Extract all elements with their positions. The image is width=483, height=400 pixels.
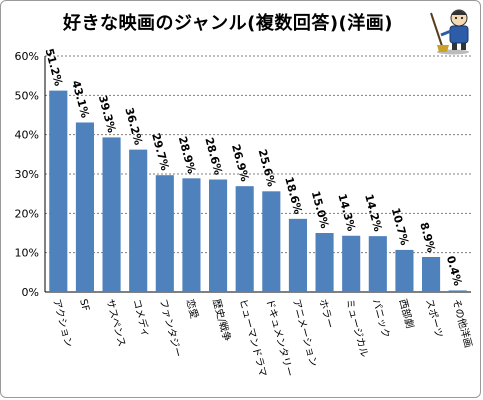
bar bbox=[342, 235, 361, 292]
category-label: ドキュメンタリー bbox=[263, 298, 295, 378]
data-label: 8.9% bbox=[417, 221, 437, 254]
bar bbox=[315, 233, 334, 292]
bar bbox=[155, 175, 174, 292]
category-label: ヒューマンドラマ bbox=[237, 298, 269, 378]
data-label: 18.6% bbox=[282, 175, 304, 215]
bar bbox=[262, 191, 281, 292]
y-tick-label: 10% bbox=[15, 247, 39, 260]
category-label: 西部劇 bbox=[397, 297, 417, 329]
y-tick-label: 20% bbox=[15, 207, 39, 220]
data-label: 29.7% bbox=[149, 132, 171, 172]
category-label: サスペンス bbox=[104, 298, 128, 348]
sweeper-mascot-icon bbox=[430, 9, 469, 55]
data-label: 26.9% bbox=[229, 143, 251, 183]
data-label: 14.3% bbox=[335, 192, 357, 232]
chart-title: 好きな映画のジャンル(複数回答)(洋画) bbox=[63, 13, 394, 34]
y-tick-label: 40% bbox=[15, 129, 39, 142]
bar bbox=[102, 137, 121, 292]
bar bbox=[422, 256, 441, 292]
category-label: その他洋画 bbox=[450, 297, 475, 349]
y-tick-label: 0% bbox=[22, 286, 39, 299]
category-label: コメディ bbox=[130, 297, 153, 338]
bar bbox=[288, 218, 307, 292]
bar bbox=[75, 122, 94, 293]
data-label: 28.9% bbox=[176, 135, 198, 175]
y-tick-label: 30% bbox=[15, 168, 39, 181]
data-label: 15.0% bbox=[309, 190, 331, 230]
bar bbox=[209, 179, 228, 292]
data-label: 14.2% bbox=[362, 193, 384, 233]
data-label: 28.6% bbox=[202, 136, 224, 176]
bar bbox=[129, 149, 148, 292]
bar bbox=[395, 249, 414, 292]
category-label: アニメーション bbox=[290, 298, 319, 368]
category-label: スポーツ bbox=[423, 298, 445, 340]
data-label: 43.1% bbox=[69, 79, 91, 119]
category-label: アクション bbox=[50, 298, 74, 349]
bar bbox=[182, 178, 201, 292]
y-tick-label: 60% bbox=[15, 50, 39, 63]
bar bbox=[235, 186, 254, 292]
data-label: 39.3% bbox=[96, 94, 118, 134]
category-label: ファンタジー bbox=[157, 298, 184, 359]
y-tick-label: 50% bbox=[15, 89, 39, 102]
category-label: ミュージカル bbox=[343, 298, 370, 359]
data-label: 0.4% bbox=[444, 254, 464, 287]
category-label: 歴史/戦争 bbox=[210, 297, 234, 342]
data-label: 25.6% bbox=[256, 148, 278, 188]
data-label: 36.2% bbox=[122, 106, 144, 146]
category-label: パニック bbox=[370, 298, 392, 340]
data-label: 51.2% bbox=[43, 47, 65, 87]
bar bbox=[448, 290, 467, 292]
category-label: SF bbox=[77, 298, 91, 313]
bar bbox=[49, 90, 68, 292]
category-label: 恋愛 bbox=[184, 297, 202, 320]
bar bbox=[368, 236, 387, 292]
data-label: 10.7% bbox=[389, 206, 411, 246]
category-label: ホラー bbox=[317, 298, 336, 330]
